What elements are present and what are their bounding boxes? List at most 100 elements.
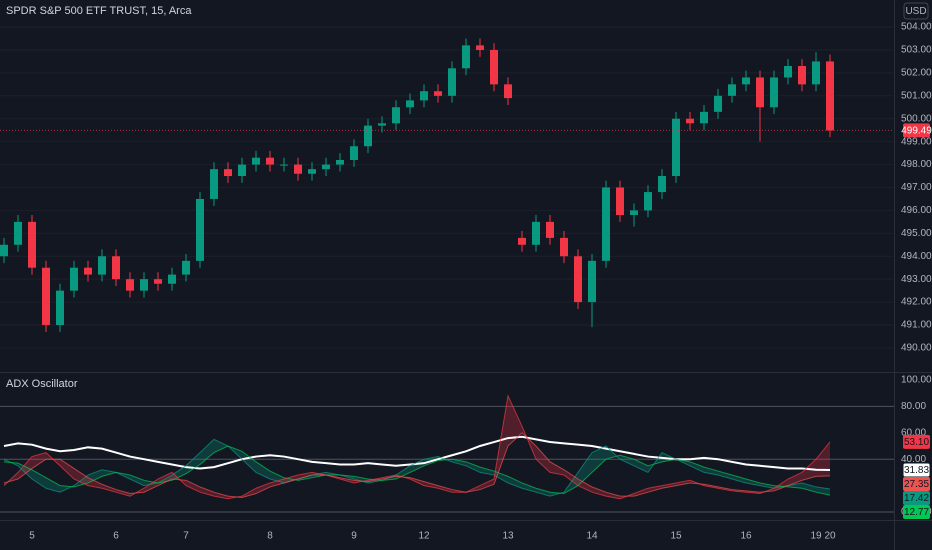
di-band [4, 439, 830, 497]
x-tick-label: 6 [113, 531, 119, 542]
last-price-label: 499.49 [901, 126, 932, 137]
candle-body [574, 256, 582, 303]
x-tick-label: 5 [29, 531, 35, 542]
candle-body [742, 77, 750, 85]
y-tick-label: 498.00 [901, 159, 932, 170]
y-tick-label: 499.00 [901, 136, 932, 147]
candle-body [322, 164, 330, 170]
candle-body [294, 164, 302, 174]
y-tick-label: 40.00 [901, 454, 926, 465]
value-tag [903, 490, 930, 505]
indicator-title: ADX Oscillator [6, 378, 78, 390]
candle-body [308, 169, 316, 174]
value-tag-label: 27.35 [904, 479, 929, 490]
candle-body [126, 279, 134, 291]
candle-body [196, 198, 204, 261]
x-tick-label: 19 [810, 531, 822, 542]
adx-line [3, 432, 831, 498]
candle-body [448, 68, 456, 96]
candle-body [504, 84, 512, 99]
candle-body [182, 260, 190, 275]
value-tag-label: 17.42 [904, 493, 929, 504]
last-price-box [903, 123, 930, 138]
candle-body [756, 77, 764, 108]
y-tick-label: 500.00 [901, 113, 932, 124]
candle-body [812, 61, 820, 85]
x-tick-label: 14 [586, 531, 598, 542]
y-tick-label: 494.00 [901, 251, 932, 262]
y-tick-label: 80.00 [901, 401, 926, 412]
value-tag [903, 504, 930, 519]
candle-body [112, 256, 120, 280]
x-tick-label: 12 [418, 531, 430, 542]
candle-body [28, 221, 36, 268]
x-tick-label: 16 [740, 531, 752, 542]
candle-body [644, 192, 652, 211]
y-tick-label: 502.00 [901, 68, 932, 79]
adx-line [3, 394, 831, 500]
adx-line [3, 445, 831, 496]
candle-body [616, 187, 624, 215]
candle-body [224, 169, 232, 177]
candle-body [714, 95, 722, 112]
candle-body [434, 91, 442, 96]
candle-body [462, 45, 470, 69]
adx-line [3, 435, 831, 471]
candle-body [406, 100, 414, 108]
candle-body [532, 221, 540, 245]
candle-body [420, 91, 428, 101]
adx-line [3, 438, 831, 497]
candle-body [560, 237, 568, 257]
candle-body [378, 123, 386, 126]
value-tag-label: 53.10 [904, 437, 929, 448]
x-tick-label: 20 [824, 531, 836, 542]
candle-body [280, 164, 288, 166]
candle-body [630, 210, 638, 215]
value-tag-label: 31.83 [904, 465, 929, 476]
currency[interactable]: USD [905, 6, 926, 17]
x-tick-label: 7 [183, 531, 189, 542]
candle-body [798, 66, 806, 85]
candle-body [84, 267, 92, 275]
candle-body [98, 256, 106, 275]
candle-body [490, 49, 498, 85]
x-tick-label: 15 [670, 531, 682, 542]
candle-body [826, 61, 834, 131]
candle-body [672, 118, 680, 177]
candle-body [658, 176, 666, 193]
candle-body [728, 84, 736, 96]
x-tick-label: 8 [267, 531, 273, 542]
candle-body [770, 77, 778, 108]
candle-body [56, 290, 64, 326]
y-tick-label: 493.00 [901, 274, 932, 285]
chart-title: SPDR S&P 500 ETF TRUST, 15, Arca [6, 5, 192, 17]
candle-body [0, 244, 8, 257]
candle-body [392, 107, 400, 124]
value-tag-label: 12.77 [904, 507, 929, 518]
candle-body [154, 279, 162, 284]
candle-body [350, 146, 358, 160]
candle-body [252, 157, 260, 165]
candle-body [140, 279, 148, 291]
candle-body [602, 187, 610, 261]
candle-body [168, 274, 176, 284]
candle-body [266, 157, 274, 165]
value-tag [903, 434, 930, 449]
candle-body [42, 267, 50, 326]
y-tick-label: 503.00 [901, 45, 932, 56]
y-tick-label: 504.00 [901, 22, 932, 33]
x-tick-label: 13 [502, 531, 514, 542]
y-tick-label: 491.00 [901, 320, 932, 331]
y-tick-label: 100.00 [901, 375, 932, 386]
currency-button[interactable] [903, 2, 929, 20]
candle-body [476, 45, 484, 50]
candle-body [336, 159, 344, 165]
x-tick-label: 9 [351, 531, 357, 542]
candle-body [210, 169, 218, 199]
candle-body [238, 164, 246, 177]
y-tick-label: 60.00 [901, 427, 926, 438]
candle-body [364, 125, 372, 147]
candle-body [700, 111, 708, 124]
y-tick-label: 497.00 [901, 182, 932, 193]
y-tick-label: 496.00 [901, 205, 932, 216]
